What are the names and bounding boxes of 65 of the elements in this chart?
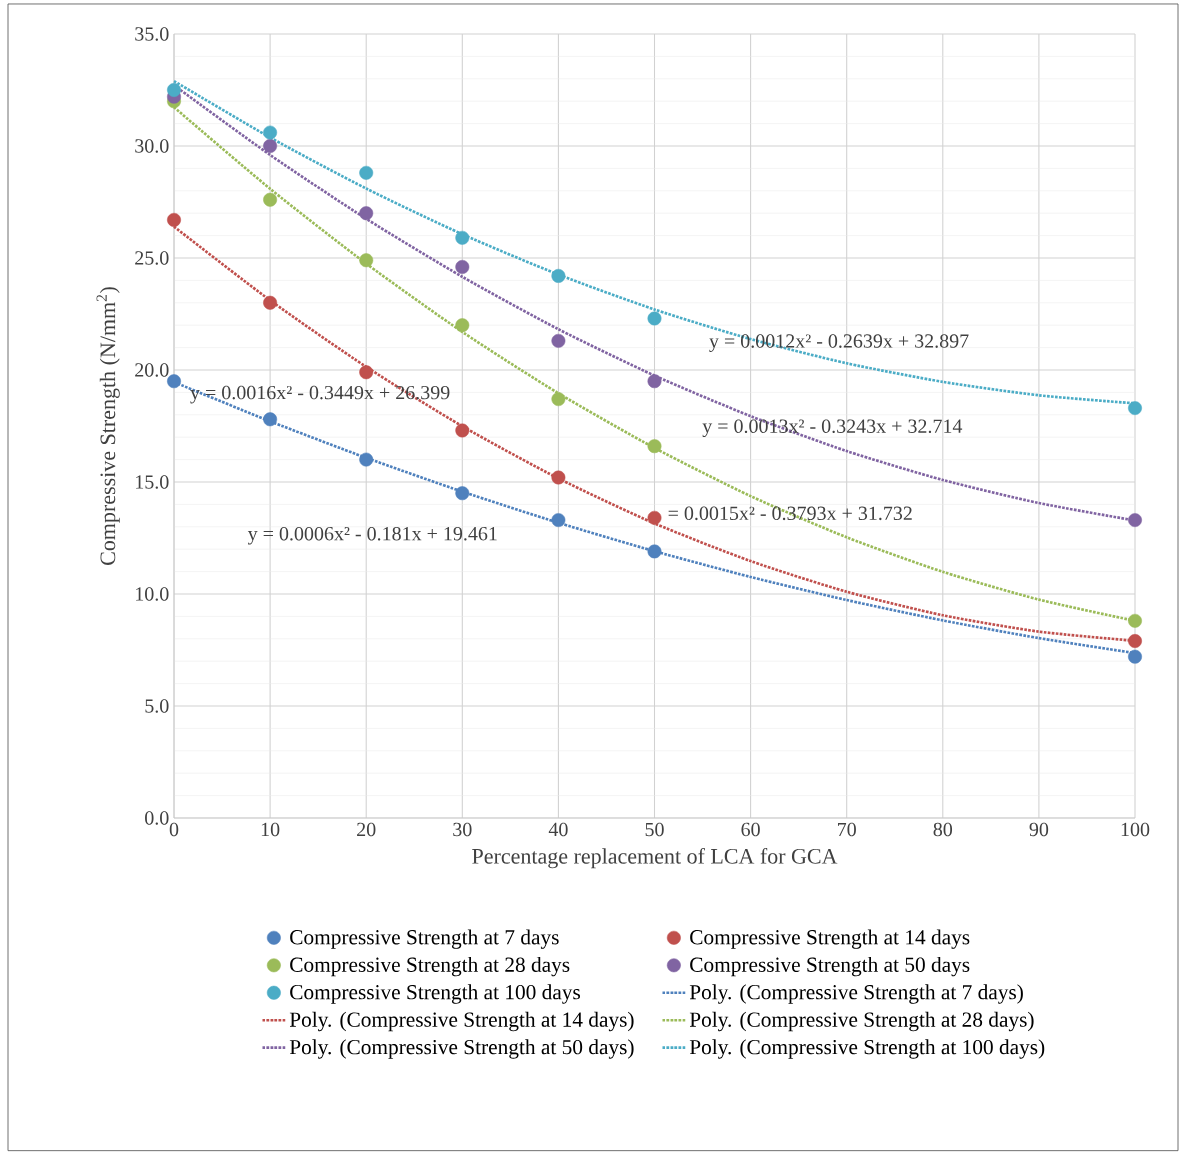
- x-tick-label: 90: [1029, 822, 1049, 837]
- legend-label: Compressive Strength at 50 days: [690, 956, 970, 977]
- y-axis-title: Compressive Strength (N/mm$^{2}$): [96, 287, 120, 565]
- point: [359, 165, 374, 180]
- x-tick-label: 30: [453, 822, 472, 837]
- point: [551, 513, 566, 527]
- point: [1128, 649, 1142, 664]
- point: [647, 374, 662, 389]
- point: [455, 423, 470, 438]
- y-tick-label: 20.0: [135, 363, 169, 377]
- point: [1128, 401, 1142, 415]
- legend-label: Compressive Strength at 14 days: [690, 929, 970, 949]
- point: [647, 510, 662, 525]
- legend-label: Poly. (Compressive Strength at 100 days): [689, 1039, 1045, 1059]
- point: [167, 83, 181, 97]
- y-tick-label: 30.0: [135, 139, 169, 153]
- point: [359, 206, 374, 221]
- legend-label: Compressive Strength at 100 days: [290, 984, 580, 1004]
- point: [647, 544, 662, 559]
- point: [1128, 613, 1142, 628]
- x-tick-label: 80: [933, 822, 953, 837]
- point: [1128, 513, 1142, 527]
- y-tick-label: 5.0: [145, 699, 169, 713]
- point: [1128, 634, 1142, 648]
- point: [263, 295, 278, 310]
- legend-label: Poly. (Compressive Strength at 50 days): [289, 1039, 634, 1059]
- legend-label: Poly. (Compressive Strength at 28 days): [689, 1011, 1034, 1032]
- point: [647, 439, 662, 454]
- x-tick-label: 20: [357, 822, 376, 837]
- point: [455, 318, 470, 333]
- x-tick-label: 40: [548, 822, 568, 837]
- x-tick-label: 50: [645, 822, 664, 837]
- point: [455, 230, 470, 245]
- y-tick-label: 0.0: [145, 811, 169, 825]
- point: [167, 212, 181, 227]
- point: [551, 268, 566, 283]
- x-axis-title: Percentage replacement of LCA for GCA: [472, 848, 838, 869]
- point: [263, 125, 278, 140]
- x-tick-label: 100: [1121, 822, 1150, 837]
- point: [455, 486, 470, 501]
- x-tick-label: 10: [261, 822, 280, 837]
- y-tick-label: 15.0: [136, 475, 169, 489]
- point: [263, 412, 278, 427]
- y-tick-label: 25.0: [135, 251, 169, 265]
- point: [359, 365, 374, 380]
- point: [647, 311, 662, 326]
- point: [263, 192, 278, 207]
- y-tick-label: 35.0: [135, 27, 169, 41]
- legend-label: Poly. (Compressive Strength at 7 days): [689, 984, 1023, 1004]
- point: [551, 392, 566, 407]
- x-tick-label: 0: [169, 822, 179, 837]
- point: [551, 333, 566, 348]
- point: [551, 470, 566, 485]
- x-tick-label: 70: [838, 822, 856, 837]
- annotation: y = 0.0006x² - 0.181x + 19.461: [247, 526, 497, 545]
- legend-label: Compressive Strength at 28 days: [290, 956, 570, 977]
- point: [455, 260, 470, 274]
- legend-label: Compressive Strength at 7 days: [290, 929, 559, 949]
- point: [359, 452, 374, 467]
- y-tick-label: 10.0: [136, 587, 169, 601]
- x-tick-label: 60: [741, 822, 760, 837]
- point: [167, 374, 181, 389]
- legend-label: Poly. (Compressive Strength at 14 days): [289, 1011, 634, 1032]
- point: [359, 253, 374, 268]
- point: [263, 139, 278, 153]
